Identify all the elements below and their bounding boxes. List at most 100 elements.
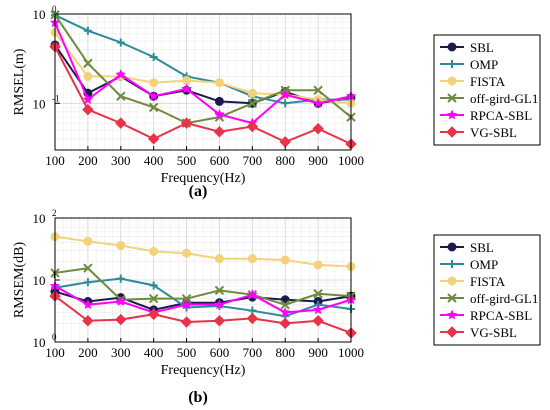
a-point-5-4: [180, 117, 193, 129]
a-x-tick-label: 900: [308, 153, 328, 168]
b-point-3-4: [181, 293, 192, 304]
b-x-tick-label: 600: [210, 345, 230, 360]
a-point-4-7: [279, 88, 291, 100]
b-x-tick-label: 800: [275, 345, 295, 360]
a-point-5-5: [213, 126, 226, 138]
b-point-3-8: [313, 289, 323, 299]
a-point-1-7: [281, 99, 290, 108]
b-y-tick-label: 10: [33, 335, 46, 350]
a-y-tick-exponent: -1: [52, 93, 60, 103]
b-point-5-2: [115, 313, 127, 326]
b-line-0: [54, 290, 352, 311]
a-legend-marker-4: [446, 109, 458, 120]
b-x-tick-label: 700: [243, 345, 263, 360]
a-point-5-2: [115, 117, 127, 129]
b-point-4-6: [246, 289, 258, 300]
b-y-axis-label: RMSEM(dB): [12, 242, 27, 319]
a-y-tick-exponent: 0: [52, 4, 57, 14]
b-legend-label-1: OMP: [470, 257, 498, 272]
a-legend-marker-3: [447, 93, 457, 103]
b-point-2-3: [149, 246, 159, 256]
a-x-tick-label: 1000: [338, 153, 364, 168]
a-point-4-8: [312, 97, 324, 108]
a-point-3-1: [83, 58, 93, 69]
b-series-vg-sbl: [49, 290, 357, 339]
b-point-1-3: [149, 281, 158, 290]
b-line-4: [54, 285, 352, 314]
a-point-4-3: [148, 90, 160, 101]
b-y-tick-exponent: 0: [52, 332, 57, 342]
b-x-tick-label: 900: [308, 345, 328, 360]
a-legend-label-3: off-gird-GL1: [470, 91, 538, 106]
a-x-tick-label: 500: [177, 153, 197, 168]
a-legend-label-1: OMP: [470, 57, 498, 72]
a-legend-marker-5: [446, 126, 458, 138]
b-point-1-2: [116, 274, 125, 283]
b-legend-label-5: VG-SBL: [470, 325, 517, 340]
a-x-axis-label: Frequency(Hz): [161, 171, 246, 186]
b-point-5-3: [147, 308, 160, 320]
b-point-4-2: [115, 295, 127, 307]
a-point-2-6: [247, 88, 257, 98]
a-x-tick-label: 100: [45, 153, 65, 168]
b-point-4-8: [312, 304, 324, 315]
b-point-5-5: [213, 315, 226, 327]
b-x-tick-label: 1000: [338, 345, 364, 360]
a-legend-label-4: RPCA-SBL: [470, 108, 532, 123]
a-legend-label-5: VG-SBL: [470, 125, 517, 140]
b-line-2: [54, 235, 352, 268]
a-point-5-8: [312, 122, 324, 135]
b-point-4-7: [279, 306, 291, 318]
a-point-5-3: [147, 133, 160, 145]
b-point-5-7: [279, 317, 291, 330]
a-point-1-2: [116, 38, 125, 47]
b-point-2-4: [182, 248, 192, 258]
b-x-tick-label: 500: [177, 345, 197, 360]
a-legend-marker-1: [448, 60, 456, 68]
a-point-5-6: [246, 120, 259, 133]
a-point-2-1: [83, 71, 93, 81]
b-y-tick-label: 10: [33, 211, 46, 226]
panel-label-a: (a): [189, 183, 208, 200]
b-legend-marker-5: [446, 326, 458, 338]
a-x-tick-label: 700: [243, 153, 263, 168]
panel-label-b: (b): [188, 389, 208, 406]
a-legend-label-0: SBL: [470, 40, 494, 55]
b-line-5: [54, 295, 352, 334]
b-point-3-7: [280, 299, 290, 310]
b-point-3-3: [148, 293, 159, 304]
a-y-tick-label: 10: [33, 7, 46, 22]
a-x-tick-label: 800: [275, 153, 295, 168]
a-line-4: [54, 22, 352, 125]
b-point-5-6: [246, 312, 259, 325]
a-point-3-3: [148, 102, 159, 113]
b-point-3-1: [83, 263, 93, 273]
a-point-1-1: [83, 26, 92, 35]
b-legend-marker-0: [447, 242, 457, 252]
b-point-3-5: [214, 285, 225, 296]
a-x-tick-label: 300: [111, 153, 131, 168]
b-point-5-1: [82, 315, 94, 327]
a-point-4-2: [115, 68, 127, 80]
a-point-1-3: [149, 52, 158, 61]
a-point-3-8: [313, 85, 323, 95]
b-point-5-4: [180, 316, 193, 328]
b-point-2-2: [116, 241, 126, 251]
a-line-3: [54, 14, 352, 125]
b-x-tick-label: 100: [45, 345, 65, 360]
b-x-tick-label: 300: [111, 345, 131, 360]
a-y-tick-label: 10: [33, 96, 46, 111]
b-y-tick-label: 10: [33, 273, 46, 288]
a-y-axis-label: RMSEL(m): [12, 48, 27, 115]
a-x-tick-label: 200: [78, 153, 98, 168]
b-legend-marker-1: [448, 260, 456, 268]
a-line-1: [54, 14, 351, 105]
a-point-0-5: [214, 96, 224, 106]
a-x-tick-label: 600: [210, 153, 230, 168]
a-legend-label-2: FISTA: [470, 74, 506, 89]
a-legend-marker-2: [447, 76, 457, 86]
a-point-5-1: [82, 103, 94, 116]
a-point-3-6: [247, 98, 258, 109]
